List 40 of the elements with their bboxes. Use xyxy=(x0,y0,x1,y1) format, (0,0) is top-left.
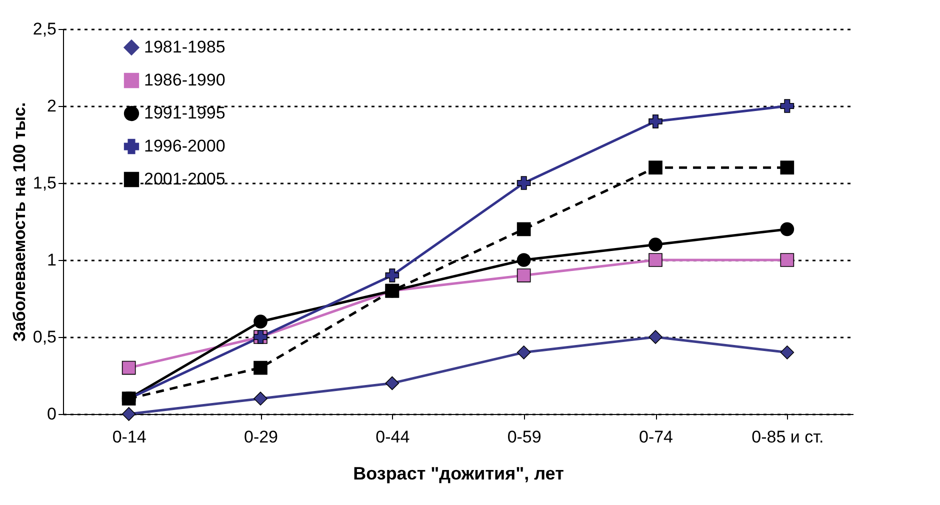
y-tick-label: 0 xyxy=(47,404,56,424)
point xyxy=(780,99,794,113)
x-tick-label: 0-29 xyxy=(244,428,278,446)
point xyxy=(780,253,794,267)
point xyxy=(122,407,136,421)
point xyxy=(516,253,531,267)
x-tick-label: 0-44 xyxy=(376,428,410,446)
point xyxy=(648,160,662,175)
point xyxy=(254,314,268,329)
y-tick-label: 1 xyxy=(47,250,56,270)
legend-label: 1996-2000 xyxy=(144,136,226,156)
point xyxy=(780,222,794,236)
point xyxy=(385,268,400,282)
point xyxy=(780,345,794,360)
x-tick-label: 0-74 xyxy=(638,428,674,446)
y-tick-label: 2,5 xyxy=(32,20,56,38)
x-tick-label: 0-59 xyxy=(507,428,542,446)
point xyxy=(516,222,531,236)
point xyxy=(648,114,662,128)
legend-label: 1991-1995 xyxy=(144,104,226,122)
point xyxy=(516,268,531,282)
point xyxy=(780,160,794,175)
y-tick-label: 1,5 xyxy=(32,174,56,192)
x-axis-title: Возраст "дожития", лет xyxy=(353,464,564,484)
x-tick-label: 0-14 xyxy=(112,428,146,446)
x-tick-label: 0-85 и ст. xyxy=(752,428,824,446)
y-tick-label: 0,5 xyxy=(32,328,56,346)
point xyxy=(648,253,662,267)
y-tick-label: 2 xyxy=(47,96,56,116)
point xyxy=(254,392,268,406)
point xyxy=(516,176,531,190)
point xyxy=(648,238,662,252)
point xyxy=(516,345,531,360)
point xyxy=(254,360,268,375)
point xyxy=(648,330,662,344)
point xyxy=(122,360,136,375)
legend-label: 1981-1985 xyxy=(144,38,226,56)
y-axis-title: Заболеваемость на 100 тыс. xyxy=(10,102,29,342)
legend-label: 1986-1990 xyxy=(144,70,226,90)
point xyxy=(385,376,400,390)
